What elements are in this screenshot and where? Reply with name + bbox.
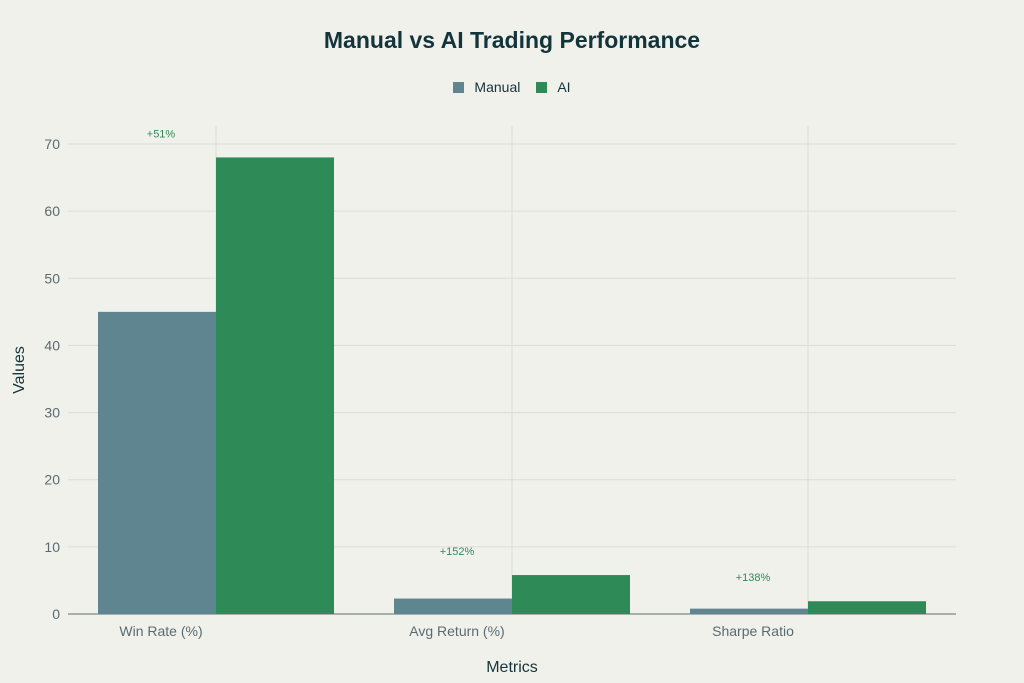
x-tick-label: Win Rate (%) (119, 623, 202, 639)
y-axis-title: Values (11, 346, 28, 394)
y-tick-label: 20 (44, 472, 60, 488)
bar-layer (98, 157, 926, 614)
legend-item-manual[interactable]: Manual (453, 79, 520, 95)
y-tick-label: 40 (44, 337, 60, 353)
x-tick-label: Avg Return (%) (409, 623, 504, 639)
legend-swatch-manual (453, 81, 465, 93)
improvement-label: +51% (147, 128, 176, 140)
improvement-label: +152% (440, 546, 475, 558)
bar-ai-3 (808, 601, 926, 614)
y-tick-label: 50 (44, 270, 60, 286)
y-tick-label: 30 (44, 405, 60, 421)
bar-ai-2 (512, 575, 630, 614)
legend-label-manual: Manual (474, 79, 521, 95)
legend-swatch-ai (536, 81, 548, 93)
legend-item-ai[interactable]: AI (536, 79, 571, 95)
legend: Manual AI (0, 79, 1024, 95)
improvement-label: +138% (736, 572, 771, 584)
bar-manual-3 (690, 608, 808, 614)
label-layer: 0 10 20 30 40 50 60 70 +51% Win Rate (%) +152% Avg … (44, 128, 794, 639)
y-tick-label: 60 (44, 203, 60, 219)
bar-manual-1 (98, 311, 216, 614)
x-tick-label: Sharpe Ratio (712, 623, 794, 639)
bar-ai-1 (216, 157, 334, 614)
chart-title: Manual vs AI Trading Performance (323, 27, 701, 53)
bar-manual-2 (394, 598, 512, 614)
y-tick-label: 0 (52, 606, 60, 622)
y-tick-label: 70 (44, 136, 60, 152)
y-tick-label: 10 (44, 539, 60, 555)
legend-label-ai: AI (557, 79, 571, 95)
x-axis-title: Metrics (486, 659, 538, 676)
